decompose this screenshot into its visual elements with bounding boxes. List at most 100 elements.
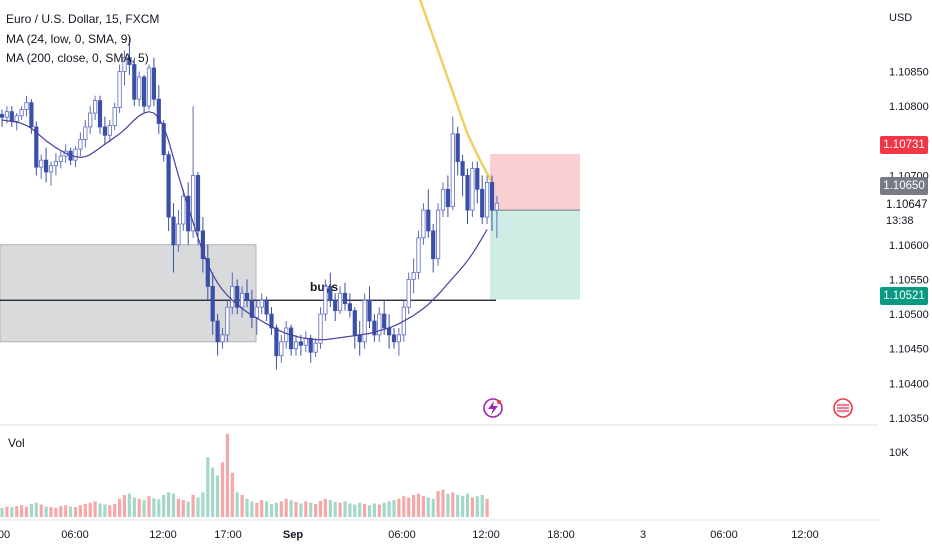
volume-bar xyxy=(323,498,327,517)
volume-bar xyxy=(480,494,484,517)
volume-bar xyxy=(225,433,229,517)
candle-body xyxy=(132,64,137,100)
volume-bar xyxy=(24,506,29,517)
position-risk-zone[interactable] xyxy=(490,153,580,211)
price-tick-label: 1.10850 xyxy=(889,66,929,78)
candle-body xyxy=(421,209,426,239)
position-reward-zone[interactable] xyxy=(490,210,580,300)
volume-bar xyxy=(54,507,58,517)
volume-bar xyxy=(367,505,372,517)
volume-bar xyxy=(10,507,14,517)
candle-body xyxy=(230,285,235,308)
candle-body xyxy=(440,188,446,211)
candle-body xyxy=(102,126,107,136)
candle-body xyxy=(220,334,225,343)
candle-body xyxy=(122,57,127,72)
volume-bar xyxy=(206,457,210,517)
candle-body xyxy=(406,279,411,308)
volume-bar xyxy=(456,494,460,517)
candle-body xyxy=(386,327,392,336)
volume-bar xyxy=(88,502,92,517)
candle-body xyxy=(460,161,465,176)
indicator-ma24-label[interactable]: MA (24, low, 0, SMA, 9) xyxy=(6,31,132,46)
volume-bar xyxy=(191,494,195,517)
candle-body xyxy=(298,341,304,346)
candle-body xyxy=(34,126,39,168)
candle-body xyxy=(97,100,103,128)
currency-label[interactable]: USD xyxy=(889,12,913,24)
volume-bar xyxy=(363,504,367,517)
last-price-readout: 1.10647 13:38 xyxy=(886,197,928,229)
volume-bar xyxy=(240,494,244,517)
candle-body xyxy=(347,303,353,312)
volume-bar xyxy=(186,501,190,517)
ma24-line[interactable] xyxy=(1,111,488,341)
volume-bar xyxy=(29,504,33,517)
volume-bar xyxy=(216,475,220,517)
candle-body xyxy=(337,292,343,312)
chart-legend: Euro / U.S. Dollar, 15, FXCM MA (24, low… xyxy=(6,10,159,69)
volume-bar xyxy=(348,503,352,517)
candle-body xyxy=(146,67,152,107)
candle-body xyxy=(426,209,431,232)
candle-body xyxy=(161,123,166,156)
volume-bar xyxy=(451,492,455,517)
candle-body xyxy=(416,237,421,273)
time-tick-label: 06:00 xyxy=(388,529,416,541)
volume-bar xyxy=(245,498,249,517)
candle-body xyxy=(78,138,83,150)
candle-body xyxy=(445,188,451,208)
candle-body xyxy=(362,299,367,343)
candle-body xyxy=(127,57,132,65)
volume-bar xyxy=(118,498,122,517)
volume-title[interactable]: Vol xyxy=(8,436,25,450)
ma200-line[interactable] xyxy=(414,0,494,183)
volume-bar xyxy=(397,498,401,517)
volume-bar xyxy=(328,500,332,517)
volume-bar xyxy=(402,496,406,517)
time-tick-label: 12:00 xyxy=(472,529,500,541)
volume-bar xyxy=(461,496,465,517)
volume-bar xyxy=(152,498,156,517)
time-tick-label: Sep xyxy=(283,529,303,541)
volume-bar xyxy=(64,505,68,517)
volume-bar xyxy=(5,506,9,517)
volume-bar xyxy=(377,504,381,517)
candle-body xyxy=(4,111,9,118)
candle-body xyxy=(156,98,161,124)
lightning-icon xyxy=(488,401,498,415)
indicator-ma200-label[interactable]: MA (200, close, 0, SMA, 5) xyxy=(6,51,149,65)
price-tick-label: 1.10600 xyxy=(889,240,929,252)
volume-bar xyxy=(250,501,254,517)
candle-body xyxy=(176,223,181,246)
candle-body xyxy=(244,292,250,301)
volume-axis-label: 10K xyxy=(889,447,909,459)
candle-body xyxy=(29,102,34,128)
candle-body xyxy=(303,337,308,346)
candle-body xyxy=(396,334,402,343)
volume-bar xyxy=(343,501,347,517)
candle-body xyxy=(190,175,196,232)
volume-bar xyxy=(39,504,43,517)
symbol-title[interactable]: Euro / U.S. Dollar, 15, FXCM xyxy=(6,12,160,26)
volume-bar xyxy=(284,498,288,517)
volume-bar xyxy=(412,494,416,517)
candle-body xyxy=(117,71,122,108)
candle-body xyxy=(411,272,416,280)
candle-body xyxy=(352,310,357,336)
volume-bar xyxy=(34,502,38,517)
candle-body xyxy=(83,126,88,140)
volume-bar xyxy=(181,500,185,517)
candle-body xyxy=(44,159,49,173)
candle-body xyxy=(465,175,470,211)
volume-bar xyxy=(162,494,166,517)
price-tick-label: 1.10450 xyxy=(889,344,929,356)
volume-bar xyxy=(465,493,470,517)
time-tick-label: 3 xyxy=(640,529,646,541)
volume-bar xyxy=(485,498,489,517)
candle-body xyxy=(195,175,201,232)
candle-body xyxy=(293,341,299,350)
candle-body xyxy=(484,181,490,218)
event-dot-icon xyxy=(497,400,501,404)
